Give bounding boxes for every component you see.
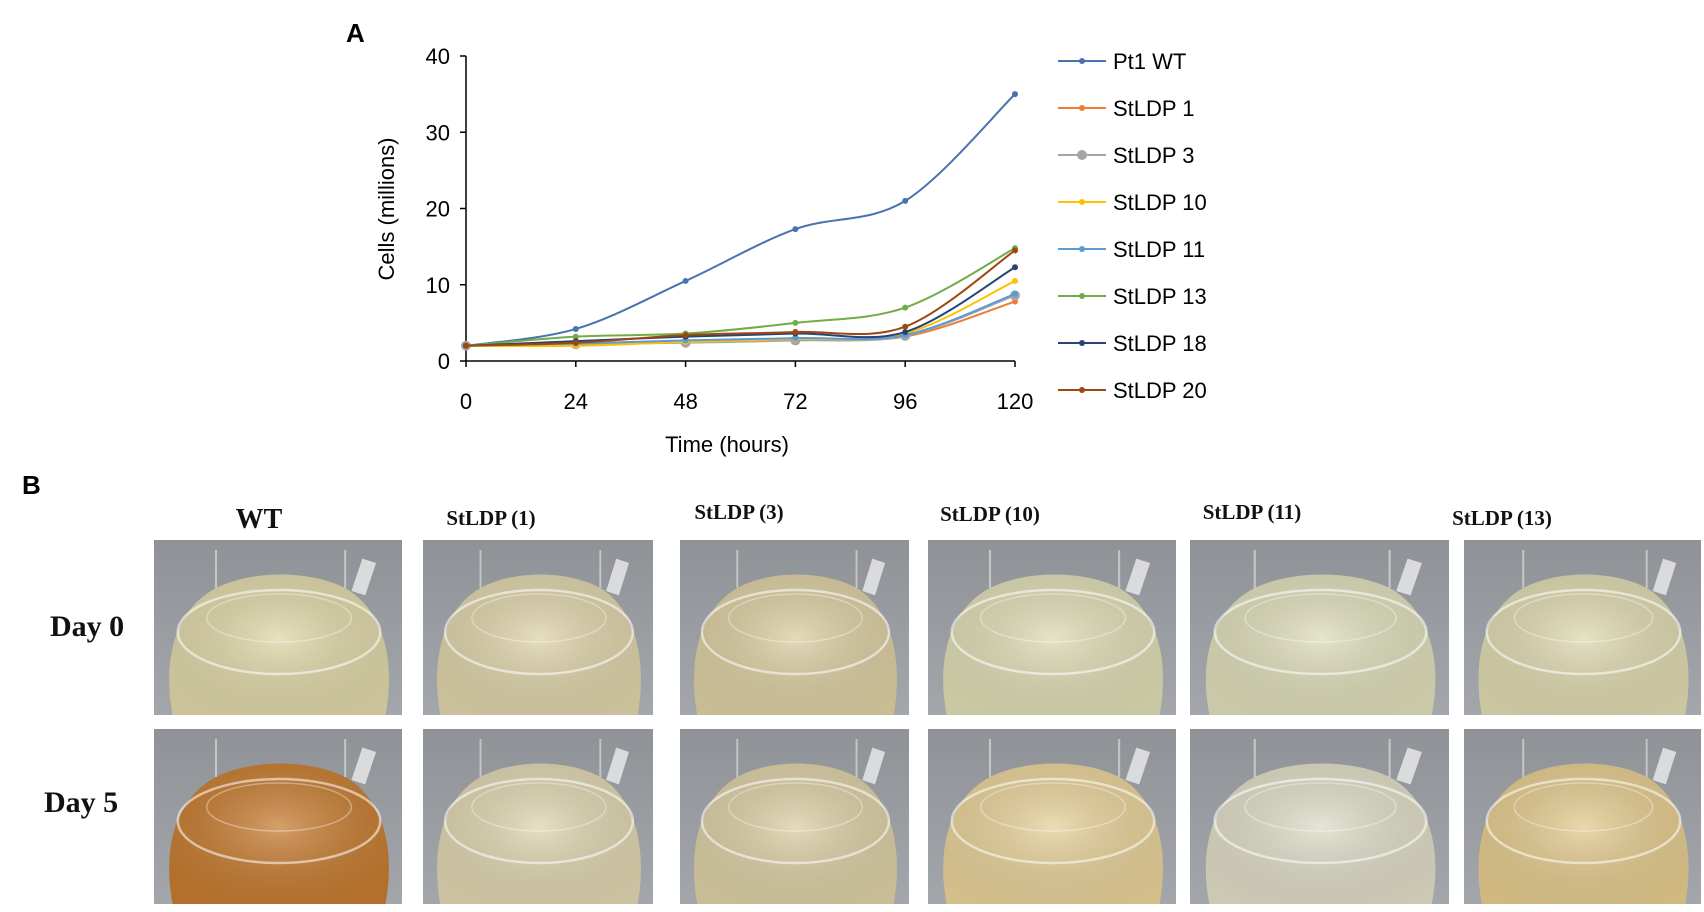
data-point bbox=[792, 226, 799, 233]
y-tick-label: 40 bbox=[426, 44, 450, 69]
row-label: Day 5 bbox=[44, 786, 119, 819]
column-header: StLDP (1) bbox=[446, 506, 536, 530]
legend-label: Pt1 WT bbox=[1113, 49, 1186, 74]
legend-marker bbox=[1079, 58, 1085, 64]
data-point bbox=[682, 277, 689, 284]
legend-label: StLDP 18 bbox=[1113, 331, 1207, 356]
y-tick-label: 10 bbox=[426, 273, 450, 298]
legend-label: StLDP 10 bbox=[1113, 190, 1207, 215]
data-point bbox=[902, 304, 909, 311]
data-point bbox=[1012, 290, 1018, 297]
flask-photo bbox=[680, 540, 909, 715]
row-label: Day 0 bbox=[50, 610, 125, 643]
panel-label-a: A bbox=[346, 18, 365, 48]
y-tick-label: 0 bbox=[438, 349, 450, 374]
panel-label-b: B bbox=[22, 470, 41, 500]
flask-photo bbox=[1464, 729, 1701, 904]
legend-label: StLDP 13 bbox=[1113, 284, 1207, 309]
data-point bbox=[1012, 247, 1018, 254]
series-line-6 bbox=[465, 266, 1016, 347]
legend-label: StLDP 20 bbox=[1113, 378, 1207, 403]
column-header: StLDP (10) bbox=[940, 502, 1040, 526]
column-header: StLDP (11) bbox=[1202, 500, 1302, 524]
data-point bbox=[792, 329, 799, 336]
x-tick-label: 120 bbox=[997, 389, 1034, 414]
flask-photo bbox=[680, 729, 909, 904]
growth-line-chart: 0 10 20 30 40 0 24 48 72 96 120 Time (hours) Cells (… bbox=[374, 44, 1207, 457]
data-point bbox=[792, 335, 799, 342]
x-tick-label: 24 bbox=[564, 389, 588, 414]
legend-marker bbox=[1079, 387, 1085, 393]
x-tick-label: 72 bbox=[783, 389, 807, 414]
legend-marker bbox=[1079, 105, 1085, 111]
y-tick-label: 20 bbox=[426, 197, 450, 222]
column-header: StLDP (13) bbox=[1452, 506, 1552, 530]
legend-marker bbox=[1079, 340, 1085, 346]
flask-photo bbox=[423, 540, 653, 715]
flask-photo bbox=[928, 540, 1176, 715]
data-point bbox=[1012, 277, 1018, 284]
data-point bbox=[1012, 264, 1018, 271]
data-point bbox=[463, 342, 469, 349]
legend-label: StLDP 11 bbox=[1113, 237, 1205, 262]
series-line-3 bbox=[465, 280, 1016, 348]
data-point bbox=[902, 323, 909, 330]
data-point bbox=[572, 325, 579, 332]
legend-marker bbox=[1079, 293, 1085, 299]
data-point bbox=[682, 332, 689, 339]
data-point bbox=[572, 333, 579, 340]
legend-marker bbox=[1077, 150, 1087, 160]
legend-marker bbox=[1079, 246, 1085, 252]
data-point bbox=[902, 197, 909, 204]
flask-photo bbox=[1190, 729, 1449, 904]
x-tick-label: 0 bbox=[460, 389, 472, 414]
y-tick-label: 30 bbox=[426, 120, 450, 145]
flask-photo bbox=[154, 729, 402, 904]
data-point bbox=[902, 329, 909, 336]
data-point bbox=[572, 339, 579, 346]
data-point bbox=[792, 319, 799, 326]
legend-label: StLDP 1 bbox=[1113, 96, 1195, 121]
column-header: StLDP (3) bbox=[694, 500, 784, 524]
column-header: WT bbox=[235, 504, 283, 535]
flask-photo bbox=[1464, 540, 1701, 715]
series-line-7 bbox=[465, 249, 1016, 347]
x-tick-label: 96 bbox=[893, 389, 917, 414]
legend-label: StLDP 3 bbox=[1113, 143, 1195, 168]
legend-marker bbox=[1079, 199, 1085, 205]
y-axis-title: Cells (millions) bbox=[374, 137, 399, 280]
flask-photo bbox=[1190, 540, 1449, 715]
x-tick-label: 48 bbox=[673, 389, 697, 414]
series-line-5 bbox=[465, 247, 1016, 347]
series-line-0 bbox=[465, 93, 1016, 347]
x-axis-title: Time (hours) bbox=[665, 432, 789, 457]
data-point bbox=[1012, 91, 1018, 98]
flask-photo bbox=[154, 540, 402, 715]
flask-photo bbox=[928, 729, 1176, 904]
flask-photo bbox=[423, 729, 653, 904]
